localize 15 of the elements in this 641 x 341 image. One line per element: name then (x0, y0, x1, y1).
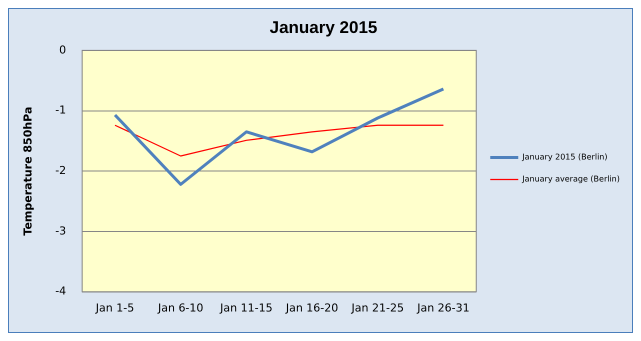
x-tick-label: Jan 11-15 (219, 301, 273, 314)
y-tick-label: -1 (55, 104, 66, 117)
y-tick-label: 0 (59, 43, 66, 56)
x-tick-label: Jan 21-25 (350, 301, 404, 314)
x-tick-label: Jan 26-31 (416, 301, 470, 314)
y-axis-title: Temperature 850hPa (21, 106, 34, 236)
legend-label: January 2015 (Berlin) (521, 152, 608, 162)
x-tick-label: Jan 16-20 (284, 301, 338, 314)
chart-title: January 2015 (270, 18, 378, 37)
legend-label: January average (Berlin) (521, 174, 620, 184)
y-tick-label: -2 (55, 164, 66, 177)
x-tick-label: Jan 6-10 (156, 301, 204, 314)
x-tick-label: Jan 1-5 (94, 301, 134, 314)
y-tick-label: -3 (55, 224, 66, 238)
y-tick-label: -4 (55, 284, 66, 298)
